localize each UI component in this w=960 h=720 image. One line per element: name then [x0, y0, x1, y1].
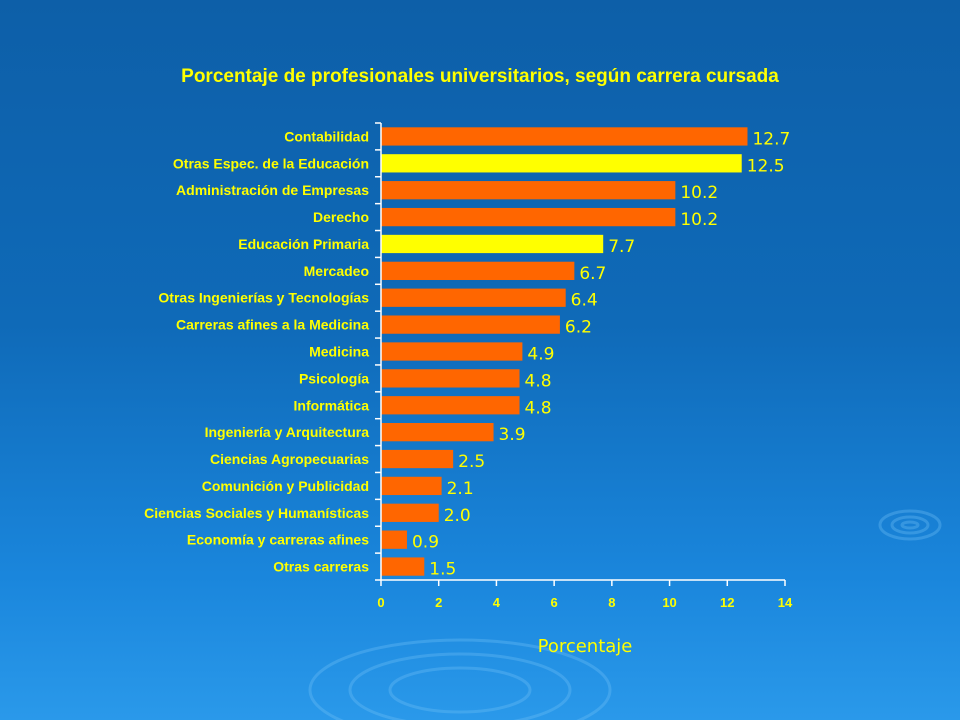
x-tick-label-6: 10	[662, 595, 676, 610]
decorative-ripples	[308, 509, 942, 720]
value-label-13: 2.5	[458, 452, 485, 472]
value-label-8: 6.2	[565, 318, 592, 338]
value-label-4: 10.2	[680, 210, 718, 230]
bar-8	[381, 315, 560, 334]
x-tick-label-5: 8	[608, 595, 615, 610]
category-label-2: Otras Espec. de la Educación	[173, 155, 369, 171]
category-label-14: Comunición y Publicidad	[202, 478, 369, 494]
bar-10	[381, 369, 520, 388]
bar-11	[381, 396, 520, 415]
value-label-14: 2.1	[447, 479, 474, 499]
bar-9	[381, 342, 523, 361]
bar-7	[381, 288, 566, 307]
value-label-5: 7.7	[608, 237, 635, 257]
category-label-6: Mercadeo	[304, 263, 369, 279]
x-tick-label-2: 2	[435, 595, 442, 610]
bar-2	[381, 154, 742, 173]
bar-3	[381, 181, 676, 200]
x-tick-label-3: 4	[493, 595, 501, 610]
value-label-6: 6.7	[579, 264, 606, 284]
value-label-11: 4.8	[525, 398, 552, 418]
value-label-10: 4.8	[525, 371, 552, 391]
value-label-2: 12.5	[747, 156, 785, 176]
category-label-12: Ingeniería y Arquitectura	[205, 424, 370, 440]
bar-6	[381, 261, 575, 280]
bars-group: Contabilidad 12.7 Otras Espec. de la Educa…	[144, 127, 790, 580]
category-label-5: Educación Primaria	[238, 236, 369, 252]
category-label-8: Carreras afines a la Medicina	[176, 317, 369, 333]
bar-1	[381, 127, 748, 146]
category-label-3: Administración de Empresas	[176, 182, 369, 198]
value-label-7: 6.4	[571, 291, 598, 311]
category-label-16: Economía y carreras afines	[187, 532, 369, 548]
bar-14	[381, 476, 442, 496]
bar-5	[381, 234, 604, 254]
x-tick-label-7: 12	[720, 595, 734, 610]
value-label-12: 3.9	[499, 425, 526, 445]
bar-13	[381, 449, 454, 469]
category-label-7: Otras Ingenierías y Tecnologías	[158, 290, 369, 306]
x-tick-label-1: 0	[377, 595, 384, 610]
value-label-16: 0.9	[412, 533, 439, 553]
value-label-1: 12.7	[752, 129, 790, 149]
bar-17	[381, 557, 425, 576]
category-label-1: Contabilidad	[284, 128, 369, 144]
category-label-9: Medicina	[309, 344, 369, 360]
value-label-9: 4.9	[527, 345, 554, 365]
category-label-17: Otras carreras	[273, 559, 369, 575]
category-label-15: Ciencias Sociales y Humanísticas	[144, 505, 369, 521]
value-label-3: 10.2	[680, 183, 718, 203]
axes-group: 0 2 4 6 8 10 12 14 Porcentaje	[375, 122, 793, 657]
value-label-15: 2.0	[444, 506, 471, 526]
category-label-13: Ciencias Agropecuarias	[210, 451, 369, 467]
x-axis-title: Porcentaje	[538, 636, 633, 657]
bar-12	[381, 423, 494, 442]
bar-15	[381, 503, 439, 522]
category-label-10: Psicología	[299, 370, 369, 386]
x-tick-label-4: 6	[551, 595, 558, 610]
x-tick-label-8: 14	[778, 595, 793, 610]
bar-4	[381, 207, 676, 227]
value-label-17: 1.5	[429, 560, 456, 580]
chart-title: Porcentaje de profesionales universitari…	[181, 66, 779, 87]
bar-16	[381, 530, 407, 549]
category-label-4: Derecho	[313, 209, 369, 225]
category-label-11: Informática	[294, 397, 370, 413]
